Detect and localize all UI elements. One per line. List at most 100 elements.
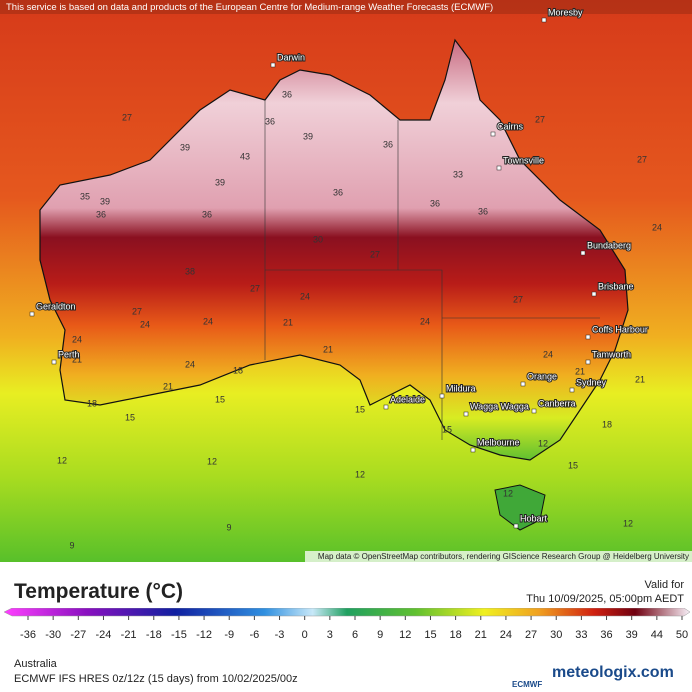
- contour-label: 24: [203, 316, 213, 326]
- city-label: Hobart: [520, 513, 548, 523]
- city-label: Moresby: [548, 7, 583, 17]
- contour-label: 33: [453, 169, 463, 179]
- city-label: Geraldton: [36, 301, 76, 311]
- contour-label: 24: [140, 319, 150, 329]
- contour-label: 27: [132, 306, 142, 316]
- contour-label: 24: [652, 222, 662, 232]
- city-label: Canberra: [538, 398, 576, 408]
- contour-label: 21: [163, 381, 173, 391]
- contour-label: 12: [207, 456, 217, 466]
- colorbar-tick-label: 44: [651, 629, 663, 641]
- city-marker: [496, 165, 502, 171]
- city-marker: [383, 404, 389, 410]
- city-marker: [29, 311, 35, 317]
- city-marker: [580, 250, 586, 256]
- colorbar-tick-label: 30: [550, 629, 562, 641]
- city-marker: [463, 411, 469, 417]
- contour-label: 36: [96, 209, 106, 219]
- contour-label: 15: [442, 424, 452, 434]
- contour-label: 39: [303, 131, 313, 141]
- colorbar-tick-label: -18: [146, 629, 162, 641]
- contour-label: 21: [283, 317, 293, 327]
- contour-label: 36: [430, 198, 440, 208]
- contour-label: 36: [383, 139, 393, 149]
- contour-label: 27: [250, 283, 260, 293]
- colorbar-tick-label: 15: [424, 629, 436, 641]
- contour-label: 12: [503, 488, 513, 498]
- colorbar-tick-label: -3: [275, 629, 285, 641]
- legend-title: Temperature (°C): [14, 580, 184, 603]
- contour-label: 15: [125, 412, 135, 422]
- attribution-bg: [305, 551, 692, 562]
- city-label: Tamworth: [592, 349, 631, 359]
- contour-label: 24: [72, 334, 82, 344]
- colorbar-tick-label: 39: [626, 629, 638, 641]
- city-label: Townsville: [503, 155, 544, 165]
- contour-label: 15: [568, 460, 578, 470]
- notice: This service is based on data and produc…: [6, 2, 493, 13]
- colorbar-tick-label: -30: [45, 629, 61, 641]
- contour-label: 24: [185, 359, 195, 369]
- contour-label: 39: [215, 177, 225, 187]
- contour-label: 36: [478, 206, 488, 216]
- contour-label: 27: [637, 154, 647, 164]
- contour-label: 18: [602, 419, 612, 429]
- contour-label: 12: [57, 455, 67, 465]
- contour-label: 15: [355, 404, 365, 414]
- contour-label: 12: [538, 438, 548, 448]
- contour-label: 21: [72, 354, 82, 364]
- colorbar-tick-label: 50: [676, 629, 688, 641]
- contour-label: 36: [333, 187, 343, 197]
- colorbar-tick-label: 36: [600, 629, 612, 641]
- colorbar-tick-label: 27: [525, 629, 537, 641]
- colorbar-tick-label: -6: [249, 629, 259, 641]
- contour-label: 27: [370, 249, 380, 259]
- colorbar-tick-label: -15: [171, 629, 187, 641]
- contour-label: 39: [180, 142, 190, 152]
- notice-bg: [0, 0, 692, 14]
- contour-label: 43: [240, 151, 250, 161]
- city-label: Coffs Harbour: [592, 324, 648, 334]
- colorbar-tick-label: 24: [500, 629, 512, 641]
- tasmania: [494, 484, 546, 531]
- city-marker: [585, 359, 591, 365]
- contour-label: 12: [623, 518, 633, 528]
- contour-label: 35: [80, 191, 90, 201]
- map: This service is based on data and produc…: [0, 0, 692, 562]
- city-marker: [531, 408, 537, 414]
- city-marker: [541, 17, 547, 23]
- contour-label: 9: [69, 540, 74, 550]
- colorbar-tick-label: 33: [575, 629, 587, 641]
- city-marker: [520, 381, 526, 387]
- city-marker: [51, 359, 57, 365]
- colorbar-tick-label: 3: [327, 629, 333, 641]
- city-marker: [591, 291, 597, 297]
- contour-label: 24: [420, 316, 430, 326]
- city-label: Perth: [58, 349, 80, 359]
- region: Australia: [14, 658, 57, 670]
- city-label: Bundaberg: [587, 240, 631, 250]
- contour-label: 15: [215, 394, 225, 404]
- border: [398, 269, 443, 440]
- colorbar-tick-label: 21: [475, 629, 487, 641]
- city-label: Sydney: [576, 377, 607, 387]
- city-marker: [569, 387, 575, 393]
- city-label: Darwin: [277, 52, 305, 62]
- colorbar-tick-label: -21: [121, 629, 137, 641]
- contour-label: 30: [313, 234, 323, 244]
- contour-label: 27: [535, 114, 545, 124]
- contour-label: 36: [265, 116, 275, 126]
- city-marker: [585, 334, 591, 340]
- colorbar-tick-label: 9: [377, 629, 383, 641]
- city-marker: [470, 447, 476, 453]
- contour-label: 18: [233, 365, 243, 375]
- contour-label: 38: [185, 266, 195, 276]
- colorbar-tick-label: -27: [70, 629, 86, 641]
- city-marker: [270, 62, 276, 68]
- colorbar-tick-label: 0: [302, 629, 308, 641]
- contour-label: 12: [355, 469, 365, 479]
- colorbar-tick-label: 6: [352, 629, 358, 641]
- contour-label: 24: [543, 349, 553, 359]
- australia: [39, 38, 629, 461]
